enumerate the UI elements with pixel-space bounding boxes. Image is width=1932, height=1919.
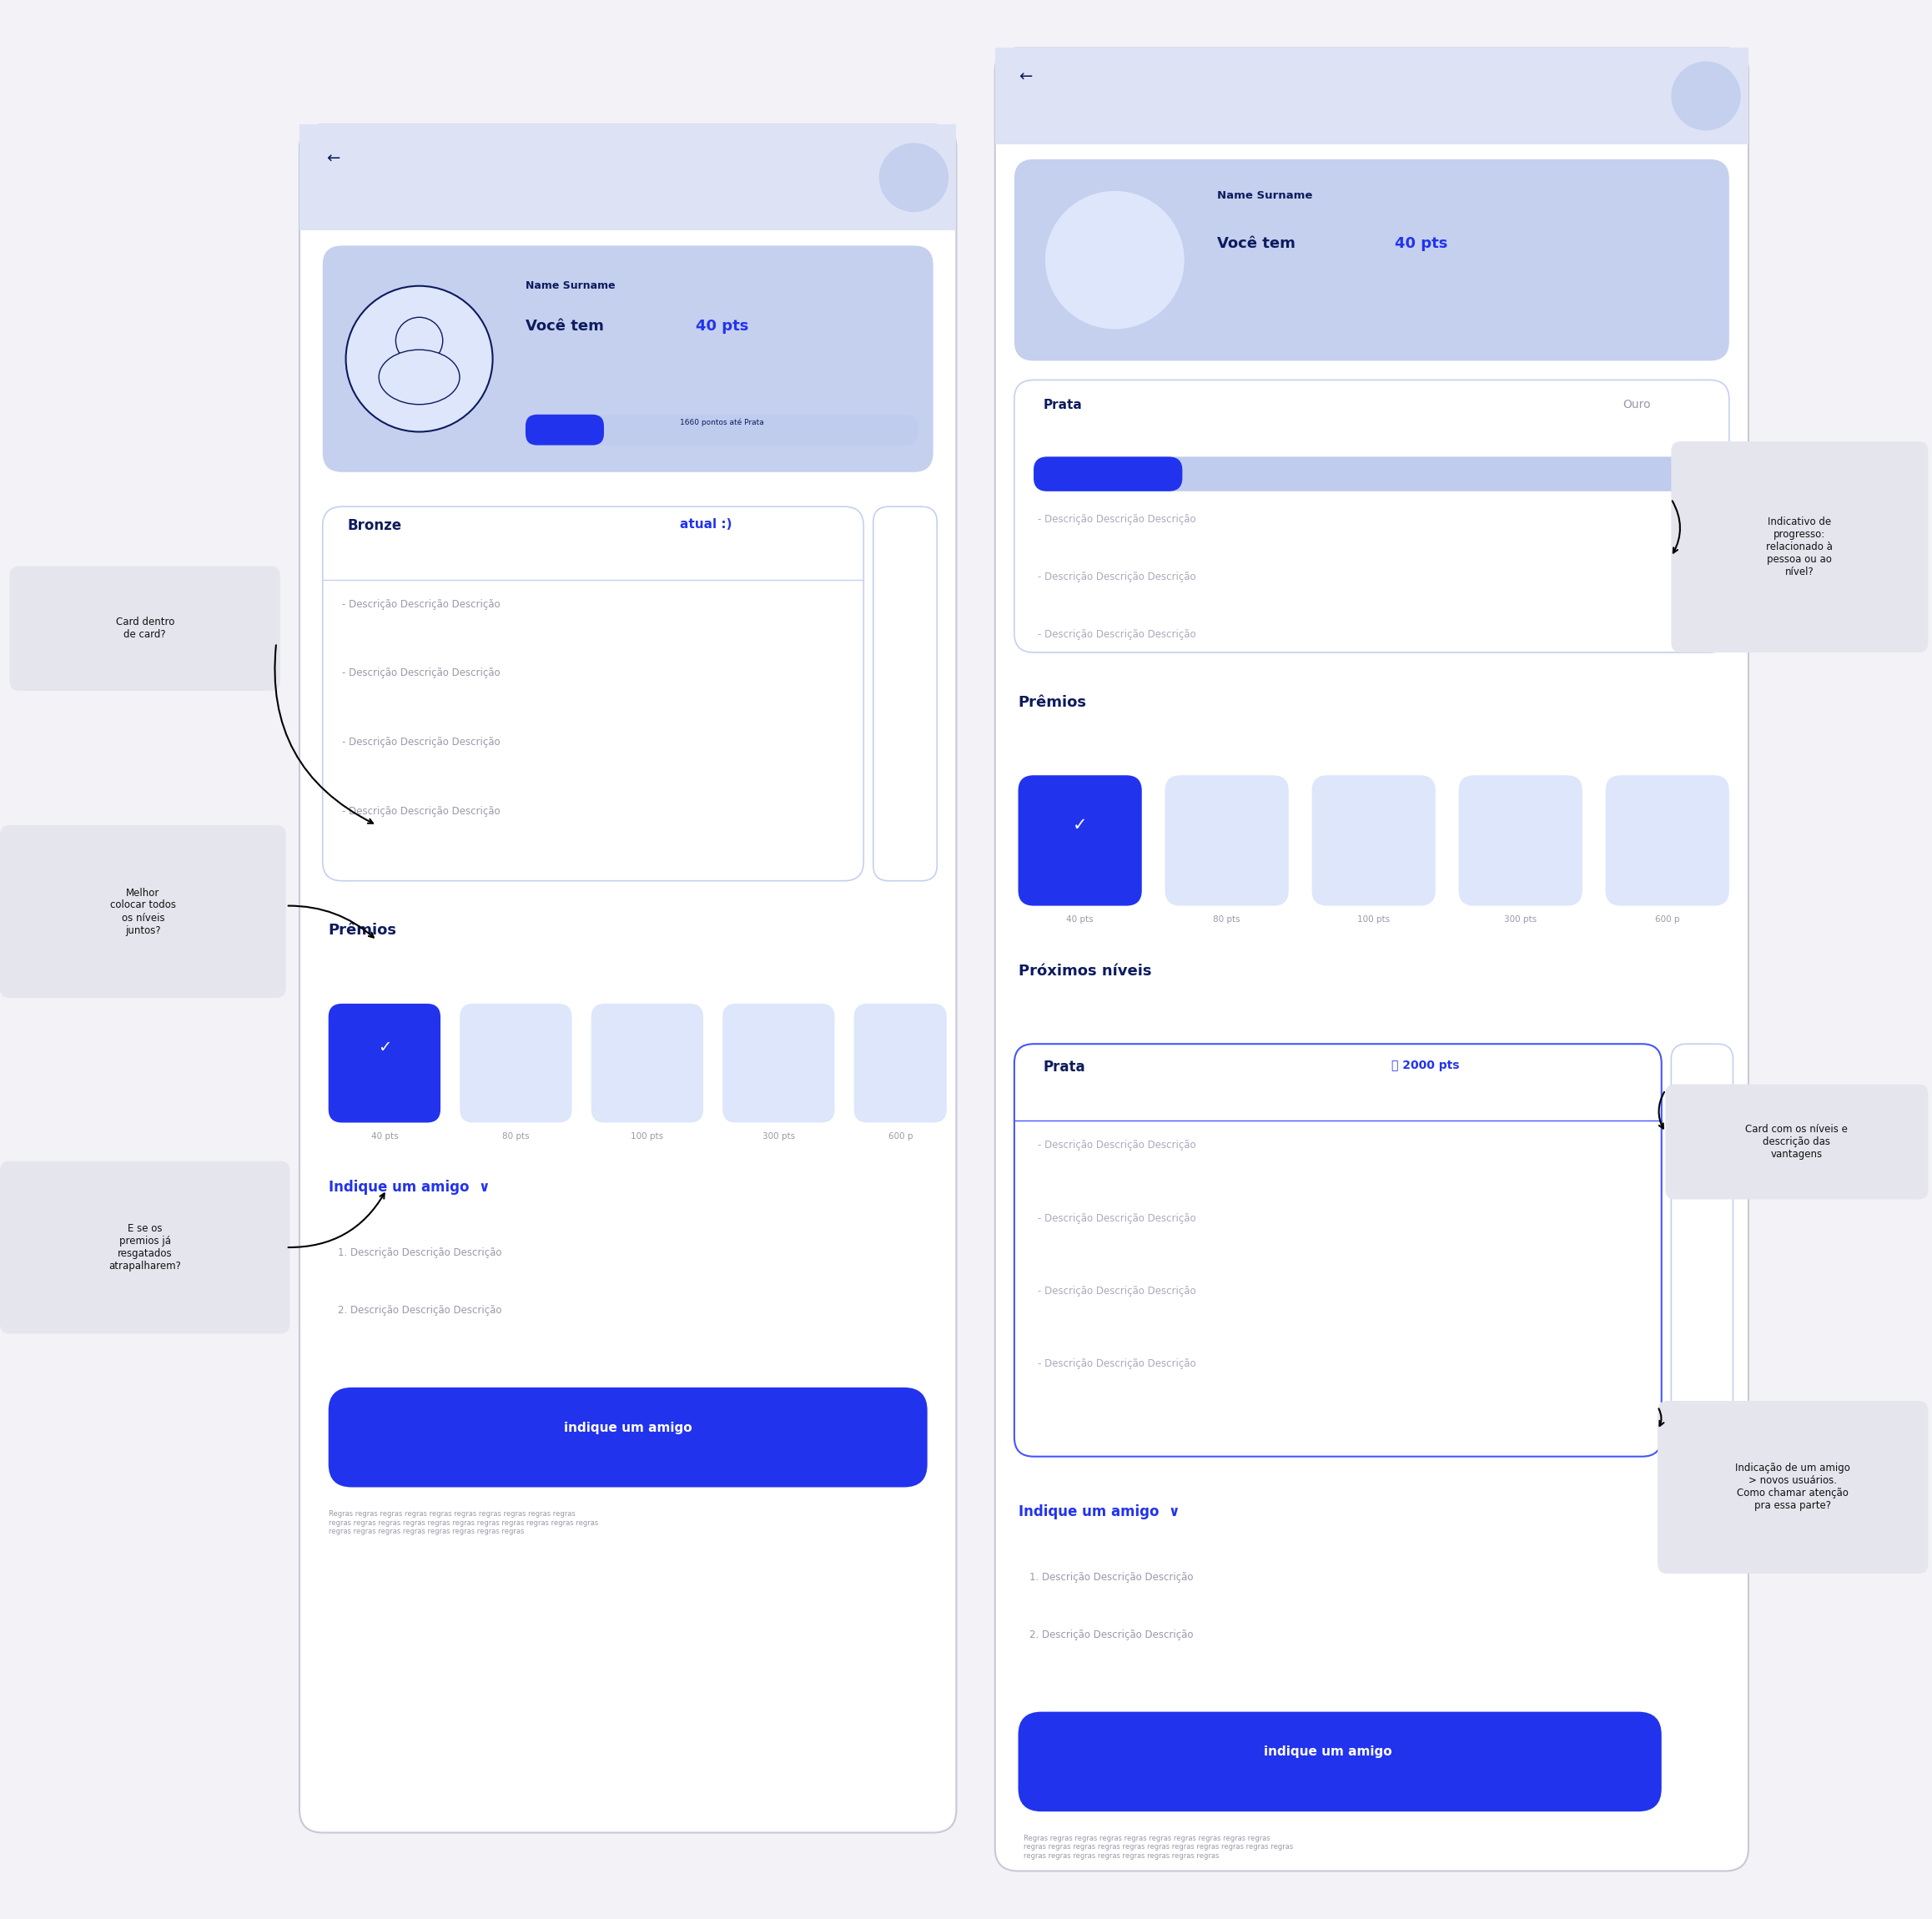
Text: indique um amigo: indique um amigo <box>1264 1746 1393 1758</box>
Text: 600 p: 600 p <box>1656 915 1679 923</box>
FancyBboxPatch shape <box>873 507 937 881</box>
FancyBboxPatch shape <box>323 507 864 881</box>
Text: 600 p: 600 p <box>889 1132 912 1140</box>
Text: Prêmios: Prêmios <box>328 923 396 938</box>
FancyBboxPatch shape <box>1018 1712 1662 1812</box>
FancyBboxPatch shape <box>1165 775 1289 906</box>
FancyBboxPatch shape <box>723 1004 835 1123</box>
Text: Indique um amigo  ∨: Indique um amigo ∨ <box>1018 1504 1180 1520</box>
FancyBboxPatch shape <box>1671 441 1928 652</box>
Circle shape <box>1671 61 1741 130</box>
Text: Indicativo de
progresso:
relacionado à
pessoa ou ao
nível?: Indicativo de progresso: relacionado à p… <box>1766 516 1833 578</box>
FancyBboxPatch shape <box>1034 457 1182 491</box>
Text: 40 pts: 40 pts <box>371 1132 398 1140</box>
FancyBboxPatch shape <box>328 1004 440 1123</box>
FancyBboxPatch shape <box>1014 380 1729 652</box>
FancyBboxPatch shape <box>1034 457 1710 491</box>
FancyBboxPatch shape <box>1014 1044 1662 1457</box>
Text: 1660 pontos até Prata: 1660 pontos até Prata <box>680 418 763 426</box>
FancyBboxPatch shape <box>995 48 1748 1871</box>
Text: Ouro: Ouro <box>1623 399 1652 411</box>
Text: Name Surname: Name Surname <box>1217 190 1312 201</box>
Text: - Descrição Descrição Descrição: - Descrição Descrição Descrição <box>342 668 500 679</box>
Text: - Descrição Descrição Descrição: - Descrição Descrição Descrição <box>1037 629 1196 641</box>
Text: 80 pts: 80 pts <box>502 1132 529 1140</box>
Circle shape <box>1045 190 1184 328</box>
FancyBboxPatch shape <box>526 415 918 445</box>
Text: 1. Descrição Descrição Descrição: 1. Descrição Descrição Descrição <box>1030 1572 1194 1583</box>
Text: Name Surname: Name Surname <box>526 280 614 292</box>
Text: - Descrição Descrição Descrição: - Descrição Descrição Descrição <box>1037 1140 1196 1151</box>
Text: 1. Descrição Descrição Descrição: 1. Descrição Descrição Descrição <box>338 1247 502 1259</box>
FancyBboxPatch shape <box>1665 1084 1928 1199</box>
Text: ←: ← <box>327 150 340 167</box>
Text: - Descrição Descrição Descrição: - Descrição Descrição Descrição <box>1037 1286 1196 1297</box>
Text: indique um amigo: indique um amigo <box>564 1422 692 1433</box>
Circle shape <box>1092 221 1138 265</box>
FancyBboxPatch shape <box>854 1004 947 1123</box>
Text: 2. Descrição Descrição Descrição: 2. Descrição Descrição Descrição <box>338 1305 502 1316</box>
Text: - Descrição Descrição Descrição: - Descrição Descrição Descrição <box>342 599 500 610</box>
FancyBboxPatch shape <box>0 825 286 998</box>
FancyBboxPatch shape <box>10 566 280 691</box>
Circle shape <box>879 142 949 213</box>
Text: 300 pts: 300 pts <box>763 1132 794 1140</box>
FancyBboxPatch shape <box>328 1387 927 1487</box>
Text: Prata: Prata <box>1043 399 1082 413</box>
Text: Regras regras regras regras regras regras regras regras regras regras
regras reg: Regras regras regras regras regras regra… <box>1024 1835 1294 1860</box>
Text: Melhor
colocar todos
os níveis
juntos?: Melhor colocar todos os níveis juntos? <box>110 887 176 936</box>
Bar <box>995 48 1748 144</box>
FancyBboxPatch shape <box>1605 775 1729 906</box>
Text: 80 pts: 80 pts <box>1213 915 1240 923</box>
Text: ✓: ✓ <box>377 1040 392 1055</box>
Text: Bronze: Bronze <box>348 518 402 533</box>
Text: Prata: Prata <box>1043 1059 1086 1075</box>
Text: - Descrição Descrição Descrição: - Descrição Descrição Descrição <box>1037 514 1196 526</box>
FancyBboxPatch shape <box>460 1004 572 1123</box>
Text: Você tem: Você tem <box>526 319 609 334</box>
Text: 300 pts: 300 pts <box>1505 915 1536 923</box>
FancyBboxPatch shape <box>591 1004 703 1123</box>
Text: 2. Descrição Descrição Descrição: 2. Descrição Descrição Descrição <box>1030 1629 1194 1641</box>
FancyBboxPatch shape <box>323 246 933 472</box>
Text: Você tem: Você tem <box>1217 236 1306 251</box>
Text: ←: ← <box>1018 69 1032 84</box>
Circle shape <box>396 317 442 365</box>
Text: Prêmios: Prêmios <box>1018 695 1086 710</box>
Circle shape <box>346 286 493 432</box>
FancyBboxPatch shape <box>1671 1044 1733 1457</box>
FancyBboxPatch shape <box>526 415 605 445</box>
Text: atual :): atual :) <box>680 518 732 532</box>
Text: - Descrição Descrição Descrição: - Descrição Descrição Descrição <box>1037 572 1196 583</box>
Text: E se os
premios já
resgatados
atrapalharem?: E se os premios já resgatados atrapalhar… <box>108 1222 182 1272</box>
Ellipse shape <box>1076 251 1153 303</box>
FancyBboxPatch shape <box>1018 775 1142 906</box>
Text: Indicação de um amigo
> novos usuários.
Como chamar atenção
pra essa parte?: Indicação de um amigo > novos usuários. … <box>1735 1462 1851 1512</box>
Text: Indique um amigo  ∨: Indique um amigo ∨ <box>328 1180 491 1196</box>
Ellipse shape <box>379 349 460 405</box>
Text: - Descrição Descrição Descrição: - Descrição Descrição Descrição <box>1037 1359 1196 1370</box>
Text: Próximos níveis: Próximos níveis <box>1018 963 1151 979</box>
Text: - Descrição Descrição Descrição: - Descrição Descrição Descrição <box>342 737 500 748</box>
Text: 100 pts: 100 pts <box>632 1132 663 1140</box>
Text: Card com os níveis e
descrição das
vantagens: Card com os níveis e descrição das vanta… <box>1745 1125 1849 1159</box>
Bar <box>299 125 956 230</box>
Text: 40 pts: 40 pts <box>1066 915 1094 923</box>
Text: 40 pts: 40 pts <box>696 319 748 334</box>
Text: ✓: ✓ <box>1072 817 1088 833</box>
FancyBboxPatch shape <box>0 1161 290 1334</box>
Text: 40 pts: 40 pts <box>1395 236 1447 251</box>
Text: - Descrição Descrição Descrição: - Descrição Descrição Descrição <box>1037 1213 1196 1224</box>
FancyBboxPatch shape <box>1658 1401 1928 1574</box>
FancyBboxPatch shape <box>1014 159 1729 361</box>
FancyBboxPatch shape <box>1312 775 1435 906</box>
Text: Card dentro
de card?: Card dentro de card? <box>116 616 174 641</box>
Text: 100 pts: 100 pts <box>1358 915 1389 923</box>
FancyBboxPatch shape <box>299 125 956 1833</box>
Text: - Descrição Descrição Descrição: - Descrição Descrição Descrição <box>342 806 500 817</box>
FancyBboxPatch shape <box>1459 775 1582 906</box>
Text: Regras regras regras regras regras regras regras regras regras regras
regras reg: Regras regras regras regras regras regra… <box>328 1510 599 1535</box>
Text: 🔒 2000 pts: 🔒 2000 pts <box>1391 1059 1459 1071</box>
